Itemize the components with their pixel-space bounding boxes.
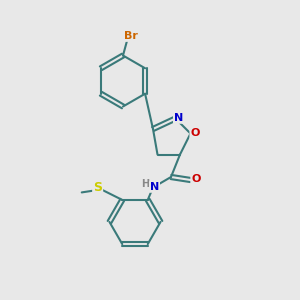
Text: S: S: [93, 182, 102, 194]
Text: N: N: [150, 182, 159, 192]
Text: O: O: [191, 173, 201, 184]
Text: Br: Br: [124, 31, 137, 41]
Text: N: N: [174, 113, 183, 123]
Text: H: H: [141, 179, 150, 189]
Text: O: O: [190, 128, 200, 139]
